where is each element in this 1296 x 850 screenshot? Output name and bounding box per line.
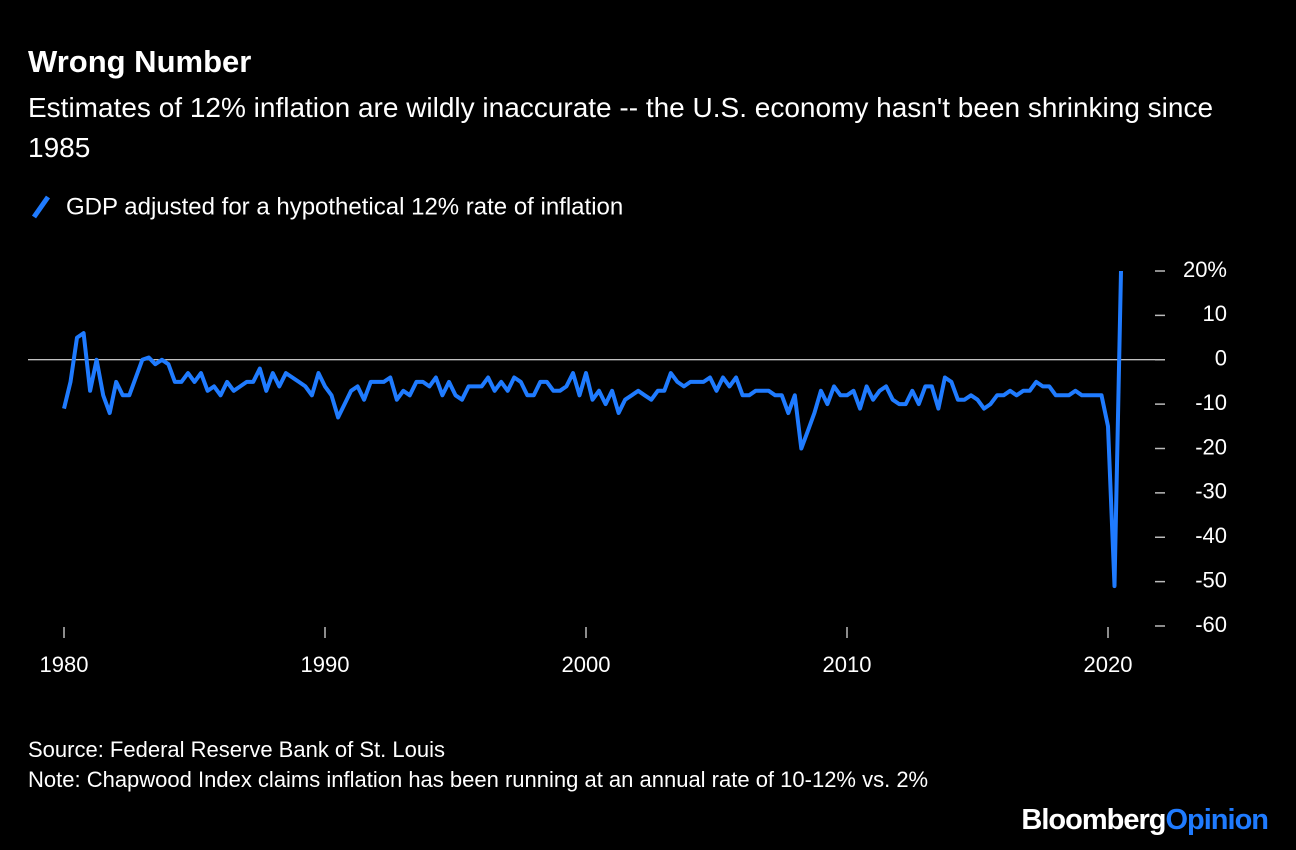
series-line — [62, 270, 1123, 589]
brand: BloombergOpinion — [1021, 804, 1269, 837]
y-tick-label: -40 — [1195, 523, 1227, 548]
legend-label: GDP adjusted for a hypothetical 12% rate… — [66, 193, 623, 220]
y-tick-label: 0 — [1215, 346, 1227, 371]
chart-title: Wrong Number — [28, 44, 252, 79]
legend-swatch — [31, 195, 51, 219]
y-tick-label: -10 — [1195, 390, 1227, 415]
brand-main: Bloomberg — [1021, 804, 1166, 836]
x-tick-label: 2020 — [1084, 652, 1133, 677]
source: Source: Federal Reserve Bank of St. Loui… — [28, 737, 445, 762]
x-tick-label: 1990 — [301, 652, 350, 677]
y-tick-label: 20% — [1183, 257, 1227, 282]
note: Note: Chapwood Index claims inflation ha… — [28, 767, 929, 792]
chart-subtitle: Estimates of 12% inflation are wildly in… — [28, 92, 1214, 163]
brand-sub: Opinion — [1165, 804, 1269, 836]
x-tick-label: 1980 — [40, 652, 89, 677]
x-tick-label: 2000 — [562, 652, 611, 677]
y-tick-label: -60 — [1195, 612, 1227, 637]
y-tick-label: -20 — [1195, 434, 1227, 459]
y-tick-label: -50 — [1195, 567, 1227, 592]
y-tick-label: 10 — [1203, 301, 1227, 326]
y-tick-label: -30 — [1195, 479, 1227, 504]
x-tick-label: 2010 — [823, 652, 872, 677]
